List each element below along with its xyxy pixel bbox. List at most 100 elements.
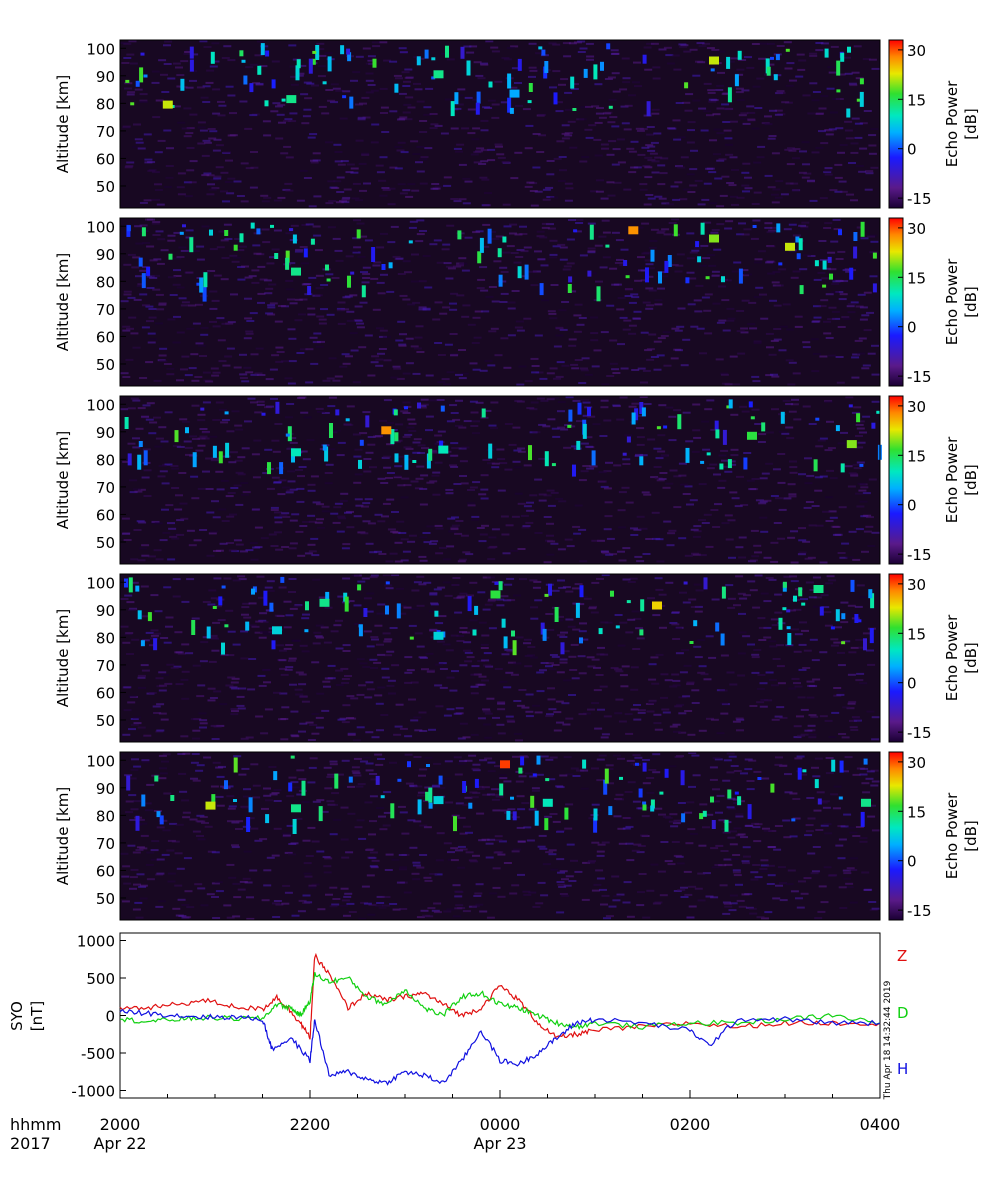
noise-cell [148,692,157,694]
noise-cell [464,759,473,762]
noise-cell [261,807,269,810]
noise-cell [839,293,848,296]
noise-cell [652,66,661,69]
noise-cell [324,677,333,680]
echo-cell [479,237,484,253]
noise-cell [402,401,411,404]
noise-cell [497,156,506,159]
noise-cell [811,320,820,323]
noise-cell [482,576,491,579]
noise-cell [688,598,697,601]
noise-cell [290,75,299,78]
noise-cell [546,713,554,716]
noise-cell [686,271,695,274]
noise-cell [650,656,659,659]
noise-cell [378,815,386,818]
echo-cell [153,638,158,651]
noise-cell [546,223,554,226]
noise-cell [771,408,779,411]
noise-cell [503,225,512,228]
noise-cell [129,887,137,890]
noise-cell [478,675,487,678]
noise-cell [546,522,554,525]
echo-cell [174,430,179,443]
noise-cell [490,46,499,49]
noise-cell [682,338,691,341]
noise-cell [735,73,744,76]
noise-cell [154,183,162,186]
noise-cell [167,522,175,525]
noise-cell [120,408,129,411]
echo-cell [838,229,842,236]
noise-cell [516,826,525,829]
noise-cell [783,228,792,231]
noise-cell [568,290,577,293]
noise-cell [724,470,733,473]
noise-cell [397,320,406,323]
noise-cell [163,44,171,47]
noise-cell [365,79,374,82]
noise-cell [226,863,235,866]
noise-cell [666,544,675,547]
echo-cell [233,244,238,251]
noise-cell [497,458,506,461]
noise-cell [236,704,245,707]
noise-cell [148,308,157,310]
noise-cell [240,200,249,203]
noise-cell [729,120,738,123]
noise-cell [819,437,828,440]
altitude-tick-label: 70 [96,479,115,497]
noise-cell [287,470,296,473]
noise-cell [508,443,517,446]
noise-cell [868,152,877,155]
noise-cell [385,853,394,856]
noise-cell [827,251,836,254]
noise-cell [390,376,399,379]
noise-cell [645,263,654,266]
noise-cell [303,177,312,179]
echo-cell [454,92,459,105]
noise-cell [284,668,293,671]
noise-cell [841,316,850,319]
noise-cell [455,520,464,522]
noise-cell [197,838,206,841]
noise-cell [692,774,701,777]
noise-cell [525,693,534,696]
noise-cell [653,368,662,371]
noise-cell [197,126,206,129]
noise-cell [377,653,386,656]
noise-cell [278,659,287,662]
noise-cell [346,526,355,529]
noise-cell [304,875,313,878]
noise-cell [847,673,856,676]
echo-cell [509,107,514,114]
noise-cell [797,553,806,556]
noise-cell [416,145,425,148]
noise-cell [642,782,651,785]
noise-cell [724,905,733,908]
noise-cell [673,409,682,412]
noise-cell [639,396,648,398]
noise-cell [339,117,348,120]
noise-cell [687,191,696,193]
noise-cell [631,849,640,852]
noise-cell [472,769,481,772]
noise-cell [139,547,148,550]
noise-cell [820,594,829,597]
noise-cell [396,587,404,590]
noise-cell [212,371,221,374]
noise-cell [654,303,663,306]
noise-cell [422,307,431,310]
noise-cell [129,819,138,821]
noise-cell [197,419,206,422]
noise-cell [564,182,573,185]
noise-cell [160,73,168,76]
noise-cell [399,116,408,119]
echo-cell [203,272,208,288]
noise-cell [190,718,199,721]
noise-cell [146,287,155,289]
noise-cell [807,724,816,727]
noise-cell [127,407,136,410]
noise-cell [329,886,338,889]
noise-cell [237,707,246,710]
